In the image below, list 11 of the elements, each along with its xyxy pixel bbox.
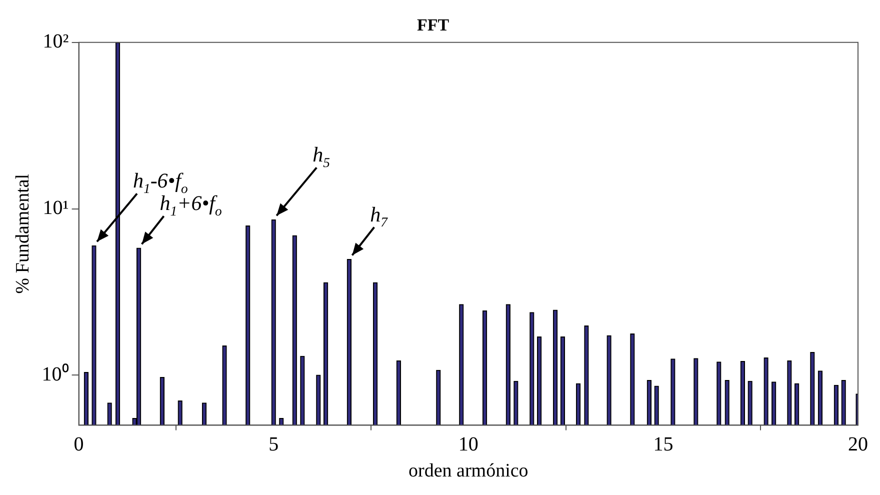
chart-title: FFT	[416, 16, 450, 35]
x-tick-label: 0	[74, 433, 84, 456]
y-tick-label: 10²	[42, 30, 69, 53]
x-axis-title: orden armónico	[408, 460, 528, 482]
y-tick-label: 10⁰	[42, 362, 69, 386]
y-axis-title: % Fundamental	[12, 174, 34, 294]
y-tick-label: 10¹	[42, 197, 69, 220]
x-tick-label: 5	[268, 433, 279, 456]
x-tick-label: 20	[848, 433, 868, 456]
x-tick-label: 15	[653, 433, 674, 456]
x-tick-label: 10	[458, 433, 478, 456]
